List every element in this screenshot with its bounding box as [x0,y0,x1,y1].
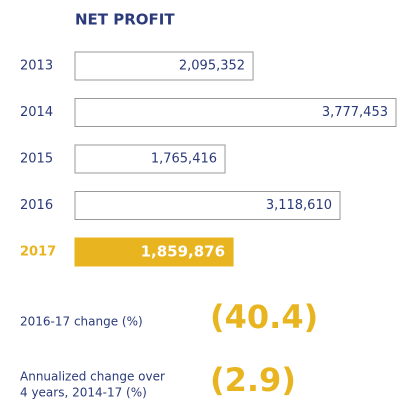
bar [74,191,341,220]
annotation-label: 2016-17 change (%) [20,315,143,329]
value-label: 1,765,416 [151,152,217,167]
category-label: 2014 [20,105,53,120]
value-label: 1,859,876 [141,243,225,261]
category-label: 2017 [20,245,56,260]
value-label: 3,777,453 [322,105,388,120]
bar [74,144,226,174]
value-label: 3,118,610 [266,198,332,213]
annotation-value: (2.9) [210,361,296,399]
bar [74,98,397,127]
category-label: 2013 [20,59,53,74]
annotation-label: 4 years, 2014-17 (%) [20,386,147,400]
value-label: 2,095,352 [179,59,245,74]
annotation-label: Annualized change over [20,370,165,384]
chart-title: NET PROFIT [75,11,175,29]
annotation-value: (40.4) [210,298,318,336]
category-label: 2016 [20,198,53,213]
category-label: 2015 [20,152,53,167]
bar [74,237,234,267]
bar [74,51,254,81]
